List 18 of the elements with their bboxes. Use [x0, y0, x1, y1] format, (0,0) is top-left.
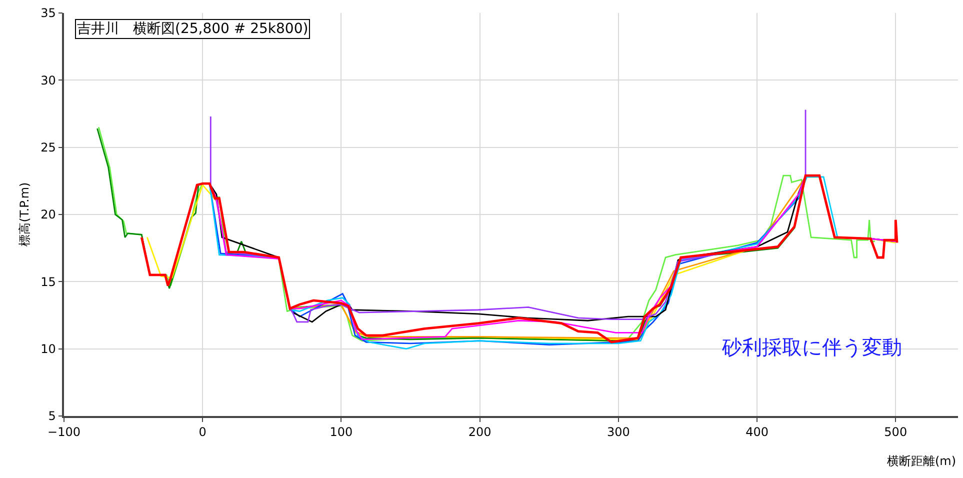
y-tick-label: 30 [40, 73, 56, 88]
y-tick-label: 5 [48, 409, 56, 424]
x-tick-label: 500 [884, 425, 908, 440]
y-tick-label: 35 [40, 6, 56, 20]
x-tick-label: 0 [198, 425, 206, 440]
x-tick-label: 400 [746, 425, 768, 440]
y-axis-title: 標高(T.P.m) [17, 182, 32, 246]
y-tick-label: 25 [40, 140, 56, 155]
x-tick-label: 200 [468, 425, 492, 440]
y-tick-label: 20 [40, 208, 56, 222]
x-tick-label: 300 [606, 425, 630, 440]
y-tick-label: 10 [40, 342, 56, 356]
x-axis-title: 横断距離(m) [887, 454, 956, 468]
y-tick-label: 15 [40, 274, 56, 289]
x-tick-label: −100 [48, 425, 80, 440]
x-tick-label: 100 [330, 425, 353, 440]
annotation: 砂利採取に伴う変動 [721, 335, 902, 359]
text: 吉井川 横断図(25,800 # 25k800) [77, 21, 308, 37]
